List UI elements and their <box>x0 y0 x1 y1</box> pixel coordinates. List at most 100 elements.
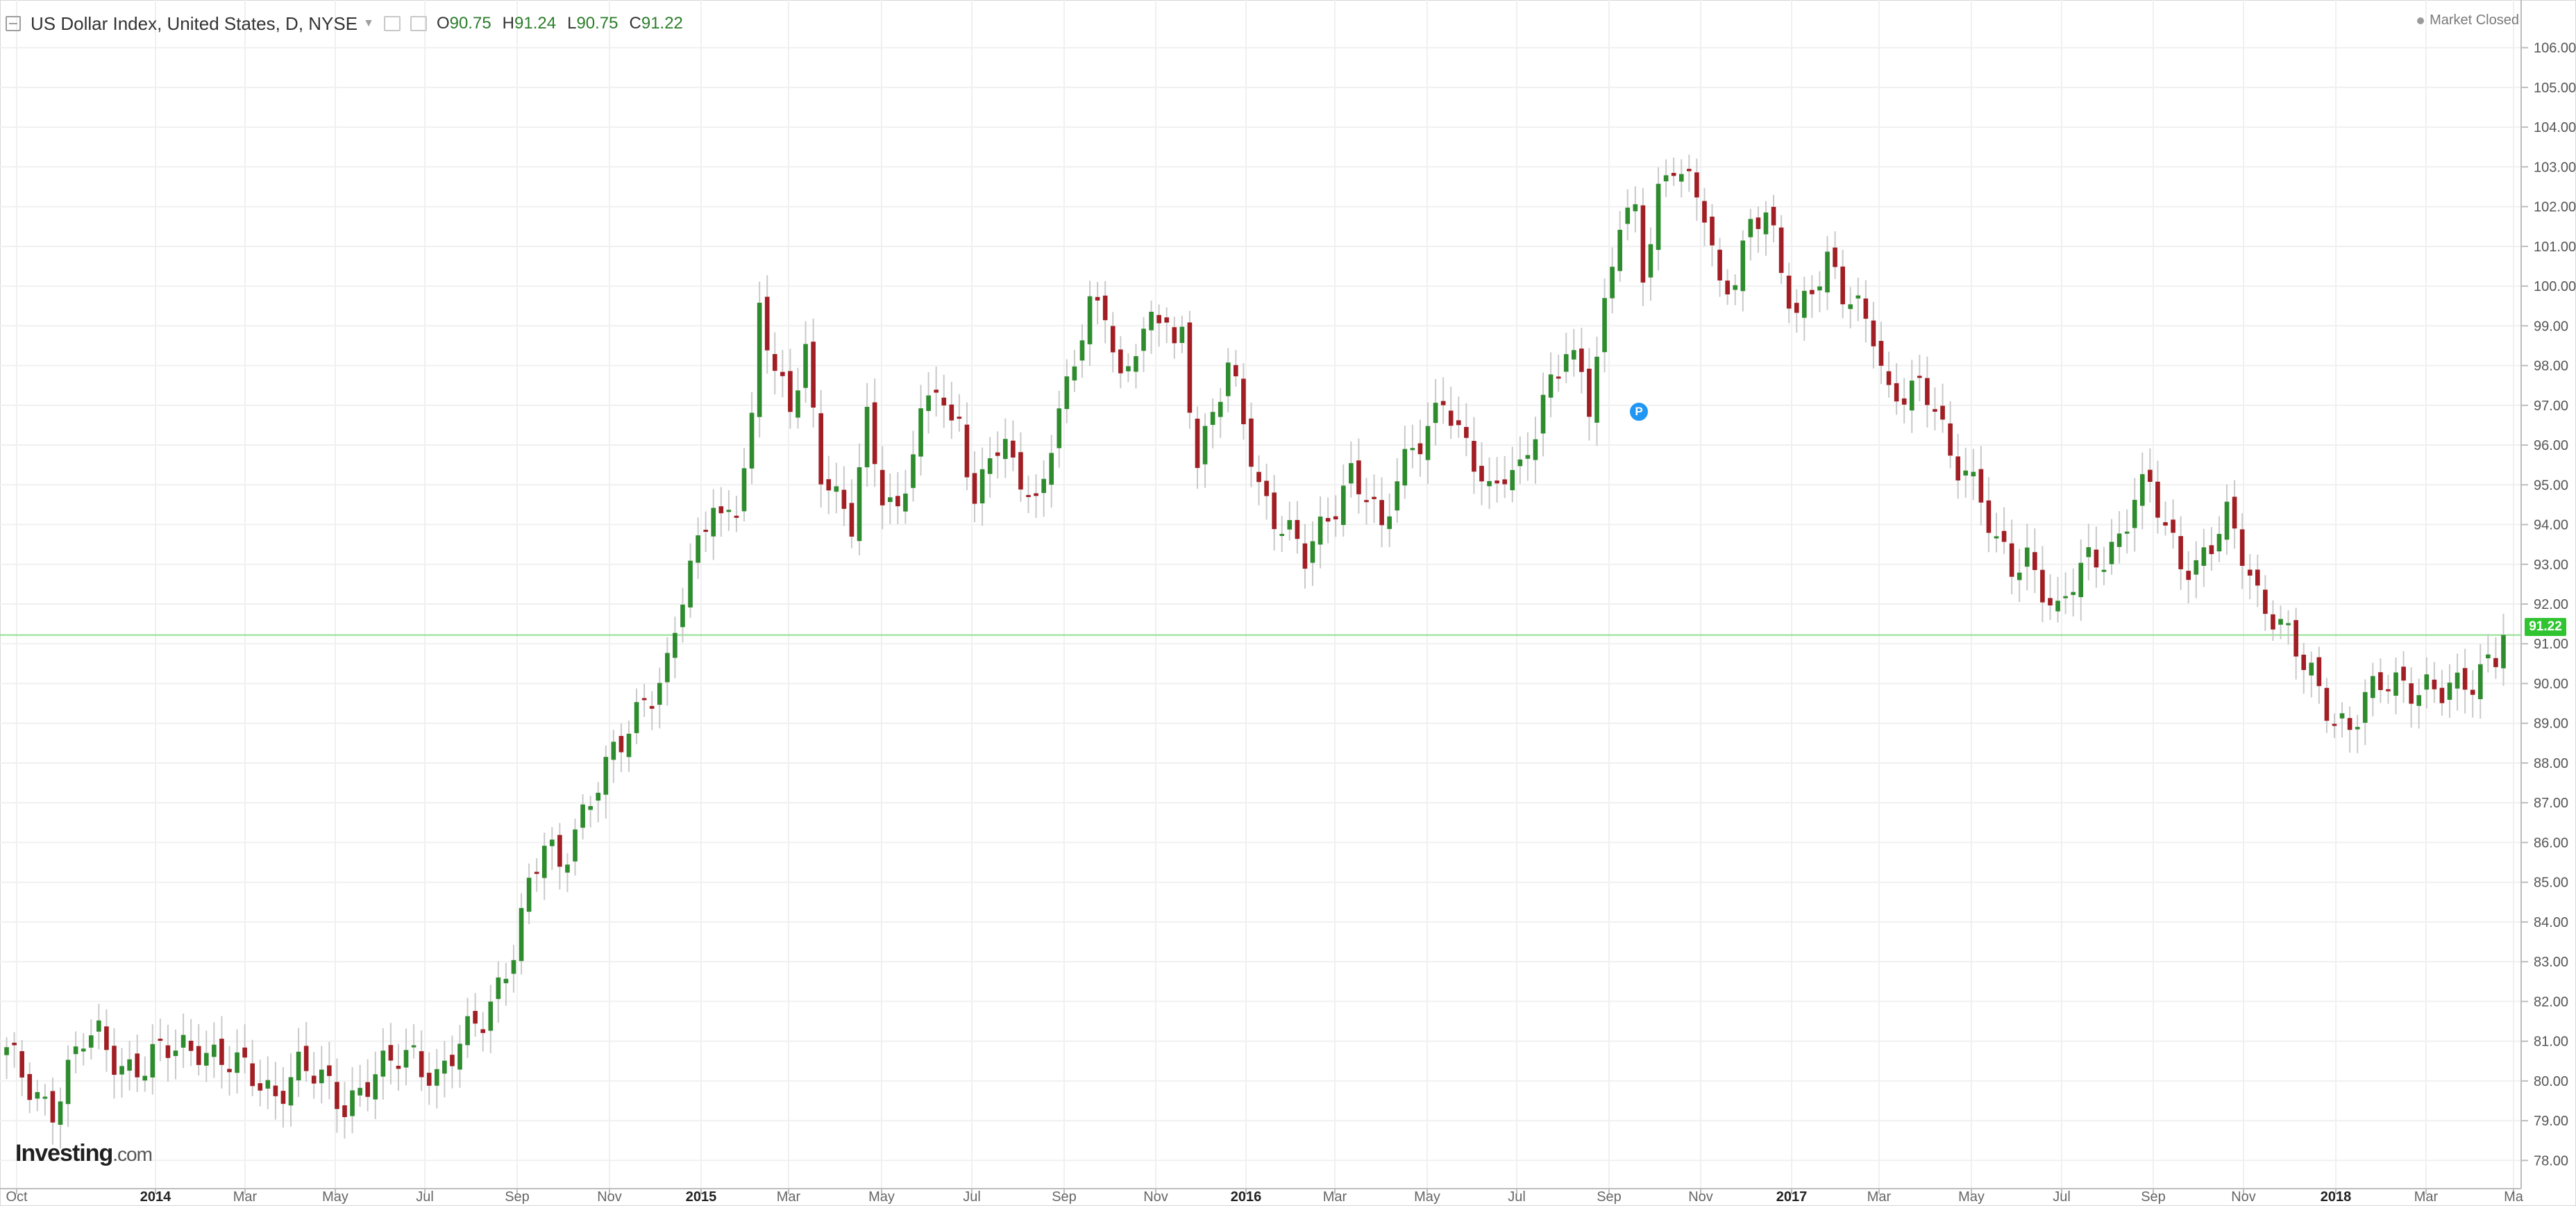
candle-up <box>665 653 670 682</box>
candle-down <box>1771 206 1776 226</box>
close-value: 91.22 <box>641 14 683 33</box>
chevron-down-icon[interactable]: ▼ <box>363 17 374 29</box>
x-tick-label: Sep <box>2141 1189 2166 1205</box>
y-tick-label: 92.00 <box>2534 597 2568 612</box>
y-tick-label: 86.00 <box>2534 835 2568 851</box>
x-tick-label: Mar <box>1867 1189 1892 1205</box>
candle-down <box>1925 378 1930 405</box>
candle-down <box>2209 545 2214 555</box>
y-tick-label: 101.00 <box>2534 240 2576 255</box>
high-value: 91.24 <box>514 14 557 33</box>
candle-down <box>2324 687 2330 721</box>
candle-down <box>227 1069 232 1073</box>
candle-down <box>2409 683 2414 704</box>
candle-down <box>327 1065 332 1076</box>
candle-up <box>711 508 716 537</box>
candle-up <box>1410 448 1415 451</box>
candle-down <box>2432 679 2437 689</box>
candle-down <box>934 390 939 393</box>
candle-up <box>580 804 585 828</box>
candle-down <box>2178 536 2183 569</box>
candle-up <box>96 1020 101 1032</box>
candle-down <box>342 1105 347 1117</box>
candle-down <box>949 404 954 421</box>
candle-down <box>841 489 847 509</box>
x-tick-label: Nov <box>1143 1189 1168 1205</box>
y-tick-label: 88.00 <box>2534 756 2568 771</box>
candle-down <box>1878 340 1884 366</box>
candle-up <box>2132 499 2137 528</box>
candle-up <box>541 846 547 878</box>
candle-down <box>2048 598 2053 605</box>
chart-header: US Dollar Index, United States, D, NYSE … <box>6 8 683 39</box>
investing-logo[interactable]: Investing.com <box>15 1140 153 1167</box>
candle-up <box>434 1069 439 1086</box>
candle-down <box>1810 290 1815 294</box>
y-tick-label: 80.00 <box>2534 1074 2568 1089</box>
candle-up <box>4 1047 9 1055</box>
candle-down <box>1011 440 1016 458</box>
close-icon[interactable] <box>410 16 427 31</box>
candle-down <box>2186 571 2191 580</box>
candle-down <box>1933 409 1937 412</box>
x-tick-label: Nov <box>1688 1189 1713 1205</box>
candle-up <box>357 1087 362 1096</box>
close-label: C <box>629 14 641 33</box>
candle-up <box>1540 394 1546 434</box>
candle-down <box>135 1053 140 1078</box>
candle-down <box>811 342 816 408</box>
event-marker-icon[interactable]: P <box>1628 401 1649 422</box>
candle-up <box>2216 533 2222 552</box>
candle-down <box>879 469 885 505</box>
x-tick-label: 2018 <box>2321 1189 2352 1205</box>
candle-down <box>1118 349 1123 374</box>
candle-down <box>718 506 724 514</box>
y-tick-label: 104.00 <box>2534 120 2576 135</box>
symbol-title[interactable]: US Dollar Index, United States, D, NYSE <box>31 12 358 34</box>
candle-down <box>1686 169 1692 171</box>
candle-up <box>2017 572 2022 580</box>
candle-down <box>780 371 785 376</box>
candle-up <box>2124 531 2130 534</box>
candle-down <box>1502 479 1508 485</box>
candle-down <box>1671 173 1676 176</box>
candle-up <box>403 1050 409 1068</box>
candle-down <box>112 1046 117 1075</box>
candle-down <box>12 1042 17 1046</box>
candle-down <box>1495 480 1499 484</box>
candle-down <box>2263 589 2268 614</box>
candle-down <box>280 1091 286 1104</box>
candle-down <box>2032 552 2037 571</box>
y-tick-label: 95.00 <box>2534 478 2568 493</box>
candle-up <box>741 468 747 512</box>
candle-down <box>2462 668 2468 690</box>
candle-down <box>1018 452 1023 490</box>
candle-down <box>964 424 970 478</box>
candle-down <box>419 1051 424 1078</box>
candle-down <box>1026 494 1031 497</box>
candle-down <box>1940 405 1945 420</box>
candle-down <box>2239 529 2245 566</box>
candle-down <box>335 1082 339 1109</box>
candle-up <box>1340 485 1346 526</box>
status-dot-icon <box>2417 17 2425 24</box>
y-tick-label: 97.00 <box>2534 399 2568 414</box>
candle-up <box>1057 408 1062 449</box>
candle-up <box>1663 175 1669 182</box>
candle-up <box>1425 426 1431 460</box>
candle-down <box>2293 620 2298 657</box>
settings-icon[interactable] <box>383 16 401 31</box>
candle-down <box>450 1055 455 1066</box>
candle-up <box>1648 244 1653 278</box>
y-tick-label: 85.00 <box>2534 876 2568 891</box>
x-tick-label: Nov <box>597 1189 622 1205</box>
collapse-icon[interactable] <box>6 16 21 31</box>
candle-up <box>2309 662 2314 676</box>
candle-down <box>1234 365 1238 377</box>
candle-up <box>1218 401 1223 417</box>
candle-down <box>273 1085 278 1096</box>
y-tick-label: 106.00 <box>2534 41 2576 56</box>
candle-up <box>2486 654 2491 659</box>
candle-down <box>1756 217 1761 229</box>
